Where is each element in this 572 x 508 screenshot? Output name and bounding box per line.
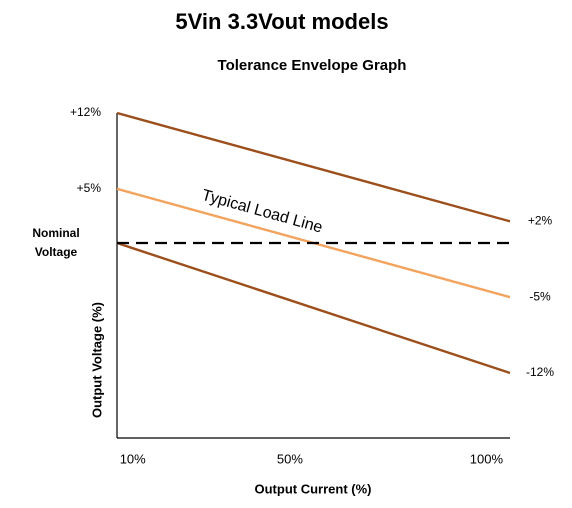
y2-tick-label: -12% <box>526 365 554 379</box>
chart-title: 5Vin 3.3Vout models <box>175 9 388 34</box>
y-tick-label: Nominal Voltage <box>32 226 79 259</box>
y2-tick-label: +2% <box>528 214 553 228</box>
y2-tick-label: -5% <box>529 289 551 303</box>
x-axis-label: Output Current (%) <box>255 481 372 496</box>
line <box>116 111 511 223</box>
x-tick-label: 10% <box>120 451 146 466</box>
line <box>116 241 511 375</box>
x-tick-label: 100% <box>470 451 504 466</box>
y-tick-label: +5% <box>77 181 102 195</box>
x-tick-label: 50% <box>277 451 303 466</box>
y-axis-label: Output Voltage (%) <box>89 302 104 418</box>
y-tick-label: +12% <box>70 105 101 119</box>
chart-subtitle: Tolerance Envelope Graph <box>218 57 407 74</box>
